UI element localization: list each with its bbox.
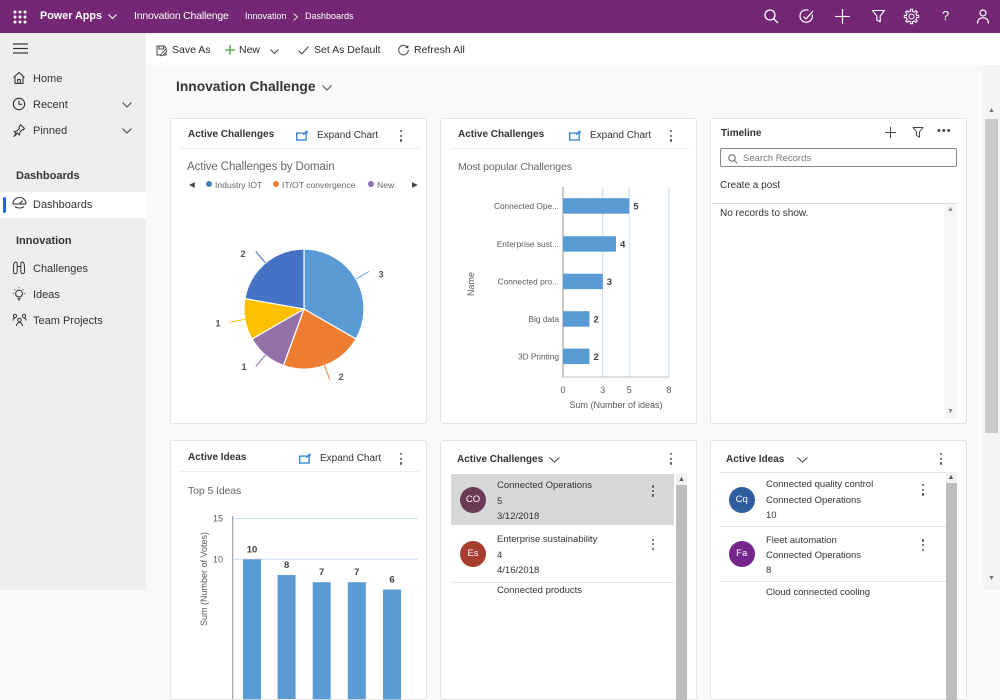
svg-text:Connected pro...: Connected pro... [498, 277, 559, 287]
svg-text:Big data: Big data [529, 314, 560, 324]
svg-text:2: 2 [240, 249, 245, 260]
svg-text:2: 2 [594, 315, 599, 326]
svg-text:5: 5 [633, 202, 639, 213]
svg-text:6: 6 [389, 575, 394, 586]
svg-text:8: 8 [666, 385, 671, 395]
svg-text:1: 1 [241, 362, 247, 373]
svg-text:Enterprise sust...: Enterprise sust... [497, 239, 559, 249]
svg-text:Sum (Number of ideas): Sum (Number of ideas) [569, 400, 662, 410]
svg-text:15: 15 [213, 514, 223, 524]
svg-text:8: 8 [284, 560, 289, 571]
svg-text:10: 10 [213, 554, 223, 564]
svg-text:Connected Ope...: Connected Ope... [494, 201, 559, 211]
svg-text:Name: Name [466, 272, 476, 296]
svg-text:10: 10 [247, 544, 258, 555]
svg-text:3D Printing: 3D Printing [518, 352, 559, 362]
svg-text:1: 1 [215, 319, 221, 330]
svg-text:3: 3 [600, 385, 605, 395]
svg-text:4: 4 [620, 240, 626, 251]
svg-text:7: 7 [319, 567, 324, 578]
svg-text:2: 2 [594, 352, 599, 363]
svg-text:0: 0 [560, 385, 565, 395]
svg-text:Sum (Number of Votes): Sum (Number of Votes) [199, 532, 209, 626]
svg-text:3: 3 [378, 270, 383, 281]
svg-text:2: 2 [338, 372, 343, 383]
svg-text:7: 7 [354, 567, 359, 578]
svg-text:3: 3 [607, 277, 612, 288]
svg-text:5: 5 [627, 385, 632, 395]
